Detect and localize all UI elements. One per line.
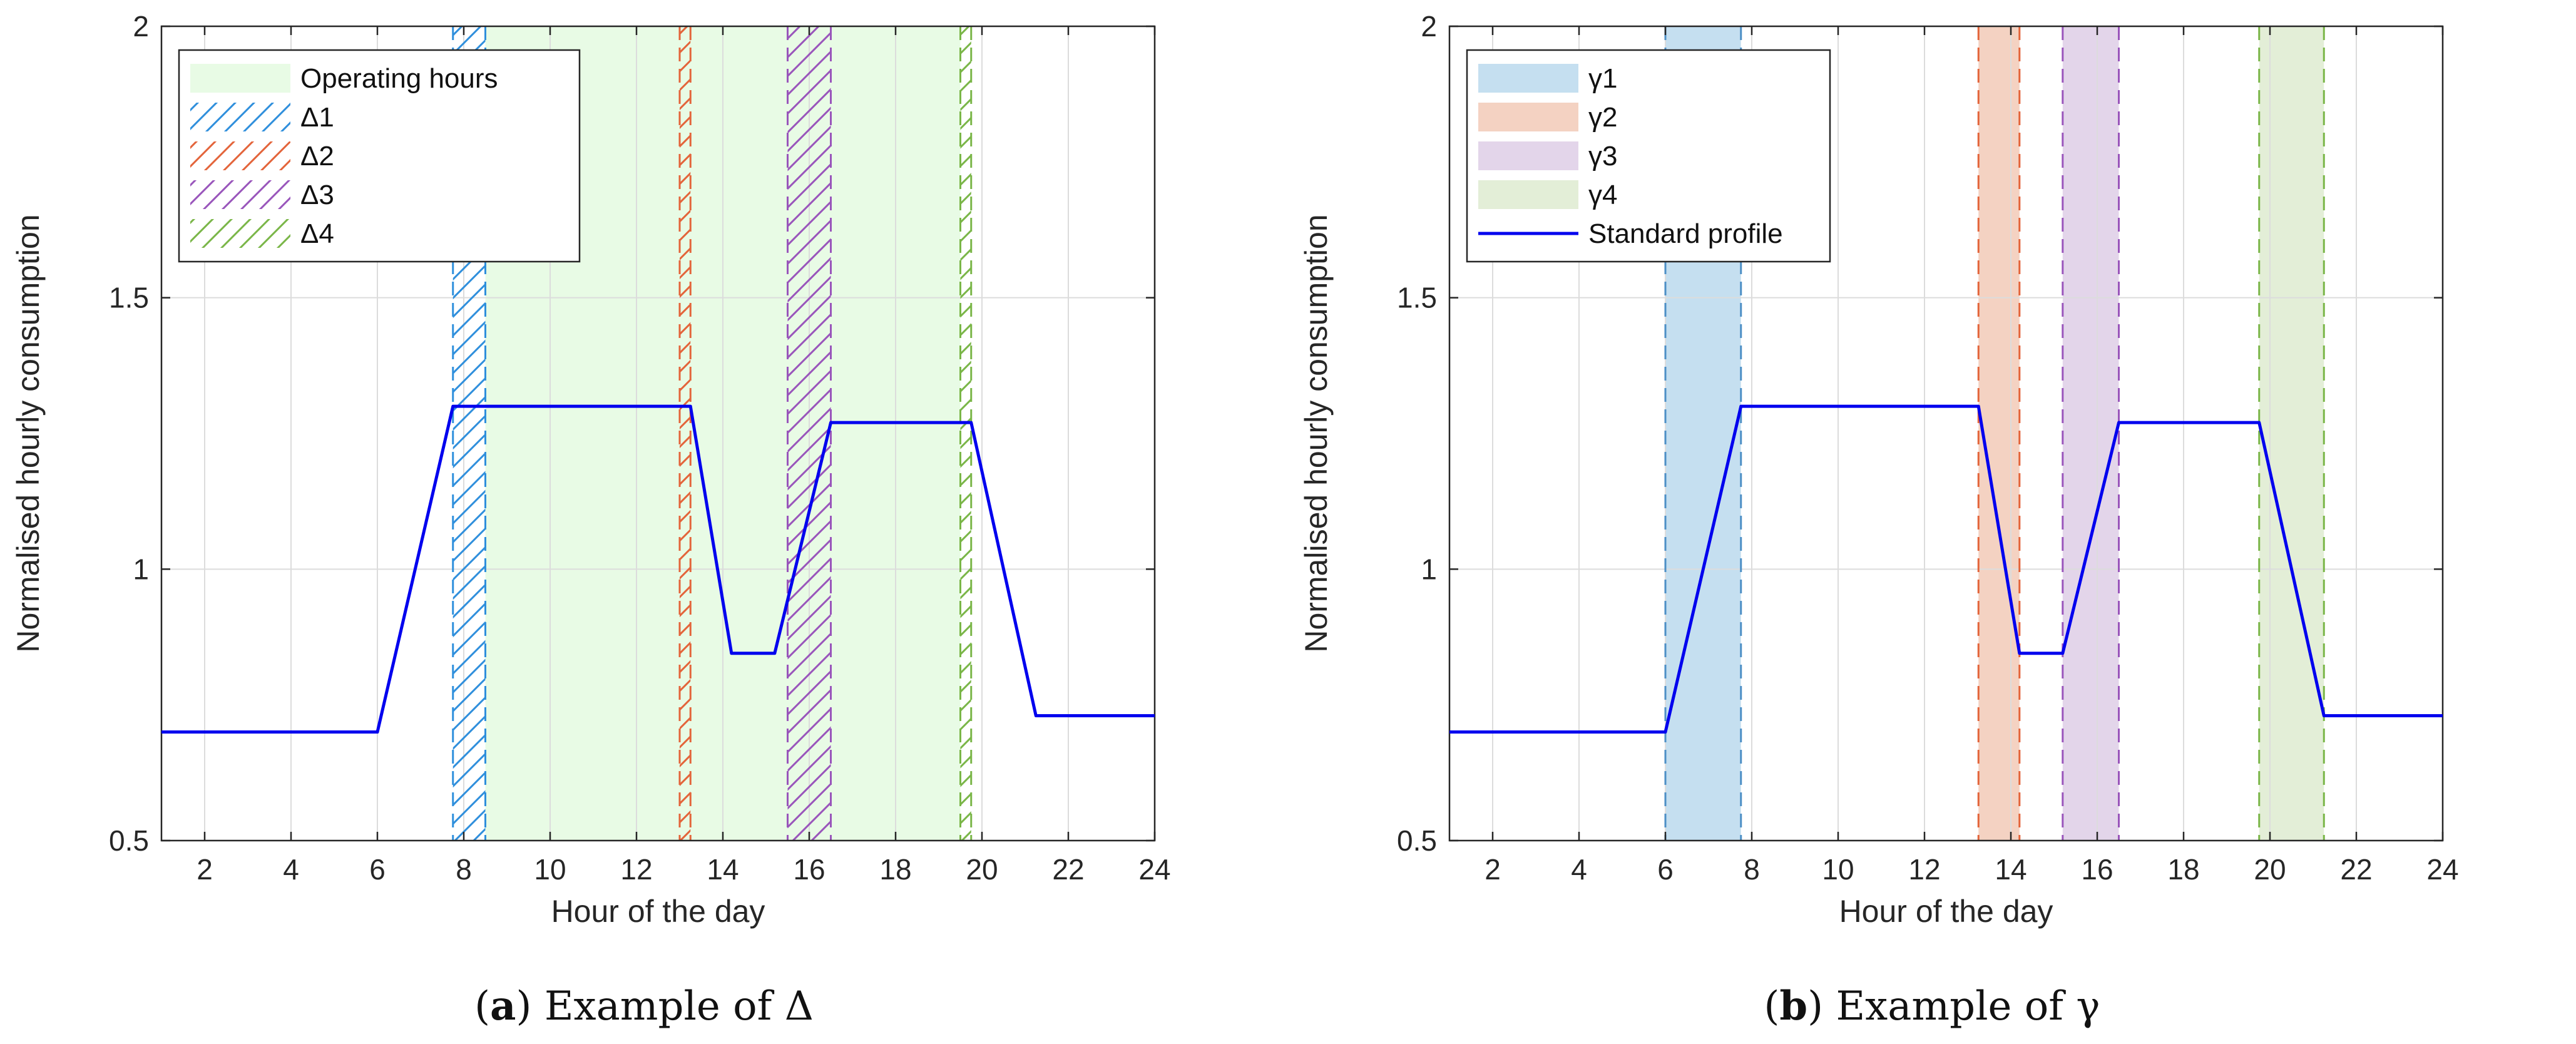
band-hatch-3 (680, 26, 691, 841)
x-tick-label: 18 (2167, 853, 2199, 886)
x-tick-label: 2 (1485, 853, 1501, 886)
legend-swatch (190, 141, 290, 170)
legend-label: γ3 (1588, 141, 1617, 171)
y-axis-label: Normalised hourly consumption (1299, 214, 1334, 652)
x-tick-label: 14 (1995, 853, 2027, 886)
y-tick-label: 0.5 (109, 824, 149, 857)
x-tick-label: 22 (1052, 853, 1084, 886)
legend-swatch (1478, 103, 1578, 131)
band-hatch-5 (960, 26, 971, 841)
y-tick-label: 2 (133, 10, 149, 43)
x-tick-label: 4 (1571, 853, 1587, 886)
x-tick-label: 6 (369, 853, 386, 886)
x-tick-label: 8 (456, 853, 472, 886)
x-axis-label: Hour of the day (551, 894, 765, 929)
legend-label: Δ2 (300, 141, 334, 171)
x-tick-label: 12 (620, 853, 652, 886)
legend-swatch (190, 219, 290, 248)
axes-box (160, 25, 1156, 842)
x-tick-label: 24 (2426, 853, 2458, 886)
caption-a: (a) Example of Δ (474, 983, 814, 1030)
x-tick-label: 12 (1908, 853, 1940, 886)
legend-label: γ4 (1588, 180, 1617, 210)
legend-label: Operating hours (300, 63, 498, 94)
caption-b-tag: b (1779, 983, 1808, 1030)
legend-label: γ2 (1588, 102, 1617, 133)
x-tick-label: 16 (793, 853, 825, 886)
legend: γ1 γ2 γ3 γ4 Standard profile (1466, 49, 1831, 263)
caption-b-text: Example of γ (1836, 983, 2100, 1030)
x-tick-label: 14 (707, 853, 739, 886)
y-tick-label: 2 (1421, 10, 1437, 43)
y-tick-label: 1.5 (109, 282, 149, 314)
legend-swatch (190, 64, 290, 93)
y-tick-label: 1 (1421, 553, 1437, 585)
x-tick-label: 20 (2254, 853, 2286, 886)
y-tick-label: 1.5 (1397, 282, 1437, 314)
x-tick-label: 22 (2340, 853, 2372, 886)
legend-swatch (190, 180, 290, 209)
caption-b: (b) Example of γ (1764, 983, 2100, 1030)
legend-label: Δ4 (300, 218, 334, 249)
axes-box (1448, 25, 2444, 842)
x-axis-label: Hour of the day (1839, 894, 2053, 929)
chart-panel-a: 2 4 6 8 10 12 14 16 18 20 22 24 0.5 1 1.5 2 Hour of the … (11, 10, 1171, 1030)
caption-a-tag: a (490, 983, 516, 1030)
legend: Operating hours Δ1 Δ2 Δ3 Δ4 (178, 49, 581, 263)
series-line-1 (1449, 404, 2443, 734)
x-tick-label: 8 (1744, 853, 1760, 886)
legend-swatch (1478, 64, 1578, 93)
y-axis-label: Normalised hourly consumption (11, 214, 46, 652)
legend-label: γ1 (1588, 63, 1617, 94)
chart-panel-b: 2 4 6 8 10 12 14 16 18 20 22 24 0.5 1 1.5 2 Hour of the … (1288, 0, 2576, 1044)
legend-swatch (1478, 141, 1578, 170)
legend-swatch (190, 103, 290, 131)
x-tick-label: 2 (197, 853, 213, 886)
y-tick-label: 0.5 (1397, 824, 1437, 857)
x-tick-label: 16 (2081, 853, 2113, 886)
band-fill-2 (1978, 26, 2020, 841)
caption-a-text: Example of Δ (544, 983, 814, 1030)
x-tick-label: 20 (966, 853, 998, 886)
band-hatch-4 (787, 26, 831, 841)
x-tick-label: 24 (1138, 853, 1170, 886)
x-tick-label: 18 (879, 853, 911, 886)
y-tick-label: 1 (133, 553, 149, 585)
legend-label: Δ3 (300, 180, 334, 210)
band-fill-3 (2062, 26, 2119, 841)
legend-label: Standard profile (1588, 218, 1783, 249)
legend-label: Δ1 (300, 102, 334, 133)
x-tick-label: 10 (1822, 853, 1854, 886)
x-tick-label: 10 (534, 853, 566, 886)
x-tick-label: 6 (1657, 853, 1674, 886)
series-line-1 (161, 404, 1155, 734)
x-tick-label: 4 (283, 853, 299, 886)
legend-swatch (1478, 180, 1578, 209)
band-fill-4 (2259, 26, 2324, 841)
